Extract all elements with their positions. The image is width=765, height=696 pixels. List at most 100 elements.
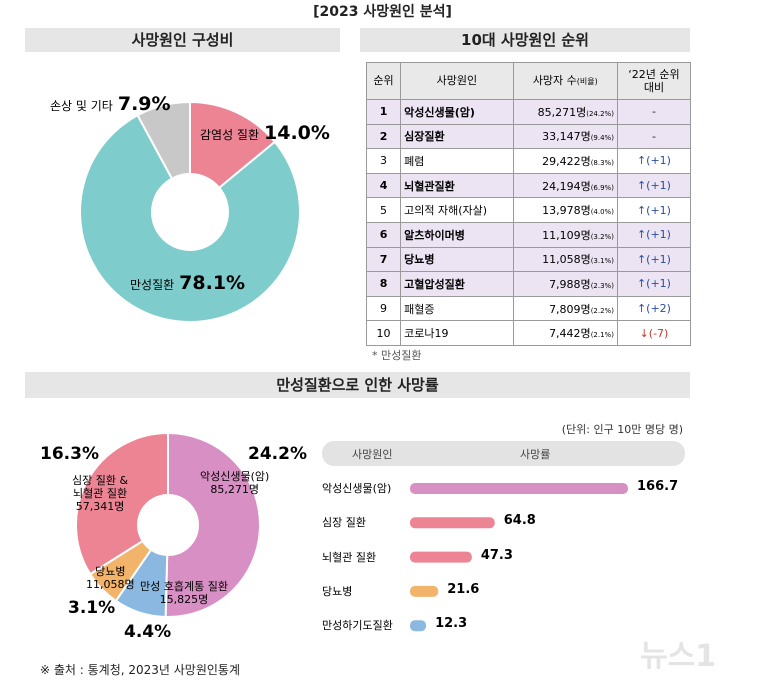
change: ↑(+1) — [616, 148, 692, 174]
value-label: 14.0% — [264, 122, 330, 144]
ratio: (3.2%) — [590, 232, 614, 241]
cause: 뇌혈관질환 — [400, 172, 514, 199]
change: ↑(+1) — [616, 221, 692, 248]
cause: 알츠하이머병 — [400, 221, 514, 248]
count-label: 85,271명 — [210, 483, 259, 497]
change: ↑(+1) — [616, 172, 692, 199]
table-row: 8 고혈압성질환 7,988명(2.3%) ↑(+1) — [365, 271, 692, 297]
table-row: 3 폐렴 29,422명(8.3%) ↑(+1) — [365, 148, 692, 174]
column-header: ‘22년 순위 대비 — [616, 62, 692, 100]
deaths-count: 29,422명 — [542, 154, 591, 168]
value-label: 166.7 — [637, 479, 679, 494]
ratio: (3.1%) — [590, 257, 614, 266]
table-row: 1 악성신생물(암) 85,271명(24.2%) - — [365, 99, 692, 125]
table-row: 10 코로나19 7,442명(2.1%) ↓(-7) — [365, 320, 692, 346]
bar — [410, 620, 427, 632]
donut-label: 감염성 질환 14.0% — [200, 122, 330, 144]
category-label: 악성신생물(암) — [322, 482, 392, 495]
value-label: 4.4% — [124, 622, 172, 642]
donut-segment — [136, 100, 191, 180]
value-label: 21.6 — [447, 581, 480, 597]
rank: 5 — [365, 197, 402, 223]
deaths: 7,988명(2.3%) — [512, 271, 618, 297]
deaths: 11,058명(3.1%) — [512, 246, 618, 273]
table-row: 2 심장질환 33,147명(9.4%) - — [365, 123, 692, 150]
deaths: 11,109명(3.2%) — [512, 221, 618, 248]
change: ↑(+1) — [616, 246, 692, 273]
deaths: 7,442명(2.1%) — [512, 320, 618, 346]
category-label: 당뇨병 — [95, 565, 126, 578]
cause: 폐렴 — [400, 148, 514, 174]
cause: 코로나19 — [400, 320, 514, 346]
cause: 패혈증 — [400, 295, 514, 322]
cause: 심장질환 — [400, 123, 514, 150]
change: ↓(-7) — [616, 320, 692, 346]
deaths-count: 24,194명 — [542, 179, 591, 193]
header-text: 사망자 수 — [532, 74, 577, 88]
value-label: 12.3 — [435, 616, 468, 632]
category-label: 심장 질환 — [322, 516, 366, 530]
change: - — [616, 99, 692, 125]
donut-label: 손상 및 기타 7.9% — [50, 93, 171, 115]
section-header: 사망원인 구성비 — [25, 28, 340, 52]
ratio: (9.4%) — [590, 134, 614, 143]
category-label: 심장 질환 & 뇌혈관 질환 — [72, 474, 129, 501]
header-text: 순위 — [373, 74, 394, 88]
value-label: 64.8 — [503, 513, 536, 529]
count-label: 57,341명 — [75, 500, 125, 514]
deaths-count: 7,988명 — [549, 277, 591, 291]
deaths: 33,147명(9.4%) — [512, 123, 618, 150]
category-label: 뇌혈관 질환 — [322, 550, 377, 564]
column-header: 사망률 — [520, 448, 551, 461]
header-text: 사망원인 — [436, 74, 478, 88]
donut-segment — [189, 100, 277, 190]
deaths: 24,194명(6.9%) — [512, 172, 618, 199]
ratio: (8.3%) — [590, 158, 614, 167]
table-row: 9 패혈증 7,809명(2.2%) ↑(+2) — [365, 295, 692, 322]
source: ※ 출처 : 통계청, 2023년 사망원인통계 — [40, 663, 241, 677]
change: - — [616, 123, 692, 150]
deaths: 85,271명(24.2%) — [512, 99, 618, 125]
table-row: 6 알츠하이머병 11,109명(3.2%) ↑(+1) — [365, 221, 692, 248]
ratio: (2.2%) — [590, 306, 614, 315]
deaths: 13,978명(4.0%) — [512, 197, 618, 223]
rank: 7 — [365, 246, 402, 273]
table-row: 4 뇌혈관질환 24,194명(6.9%) ↑(+1) — [365, 172, 692, 199]
deaths-count: 7,442명 — [549, 327, 591, 341]
category-label: 손상 및 기타 — [50, 99, 113, 113]
cause: 고의적 자해(자살) — [400, 197, 514, 223]
rank-table: 순위 사망원인 사망자 수(비율) ‘22년 순위 대비 1 악성신생물(암) 85,271… — [365, 62, 692, 346]
value-label: 3.1% — [68, 598, 116, 618]
header-text: ‘22년 순위 대비 — [628, 67, 680, 94]
cause: 당뇨병 — [400, 246, 514, 273]
section-header: 만성질환으로 인한 사망률 — [25, 372, 690, 398]
rank: 6 — [365, 221, 402, 248]
bar — [410, 483, 628, 494]
value-label: 47.3 — [480, 547, 513, 563]
category-label: 만성질환 — [130, 278, 175, 292]
donut-segment — [164, 431, 261, 618]
column-header: 사망원인 — [400, 62, 514, 100]
donut-label: 만성질환 78.1% — [130, 272, 245, 294]
watermark: 뉴스1 — [640, 639, 717, 674]
rank: 3 — [365, 148, 402, 174]
value-label: 78.1% — [179, 272, 246, 294]
category-label: 만성 호흡계통 질환 — [140, 580, 228, 593]
ratio: (2.1%) — [590, 331, 614, 340]
deaths-count: 7,809명 — [549, 302, 591, 316]
cause: 악성신생물(암) — [400, 99, 514, 125]
value-label: 16.3% — [40, 444, 99, 464]
section-header: 10대 사망원인 순위 — [360, 28, 690, 52]
donut-segment — [79, 113, 301, 323]
column-header: 사망원인 — [352, 448, 393, 461]
deaths-count: 85,271명 — [537, 105, 587, 119]
ratio: (24.2%) — [586, 109, 614, 118]
header-note: (비율) — [576, 77, 598, 87]
page-title: [2023 사망원인 분석] — [313, 4, 452, 20]
cause: 고혈압성질환 — [400, 271, 514, 297]
donut-segment — [75, 431, 169, 576]
deaths: 29,422명(8.3%) — [512, 148, 618, 174]
value-label: 7.9% — [117, 93, 171, 115]
donut-label: 심장 질환 & 뇌혈관 질환 57,341명 — [72, 474, 128, 514]
